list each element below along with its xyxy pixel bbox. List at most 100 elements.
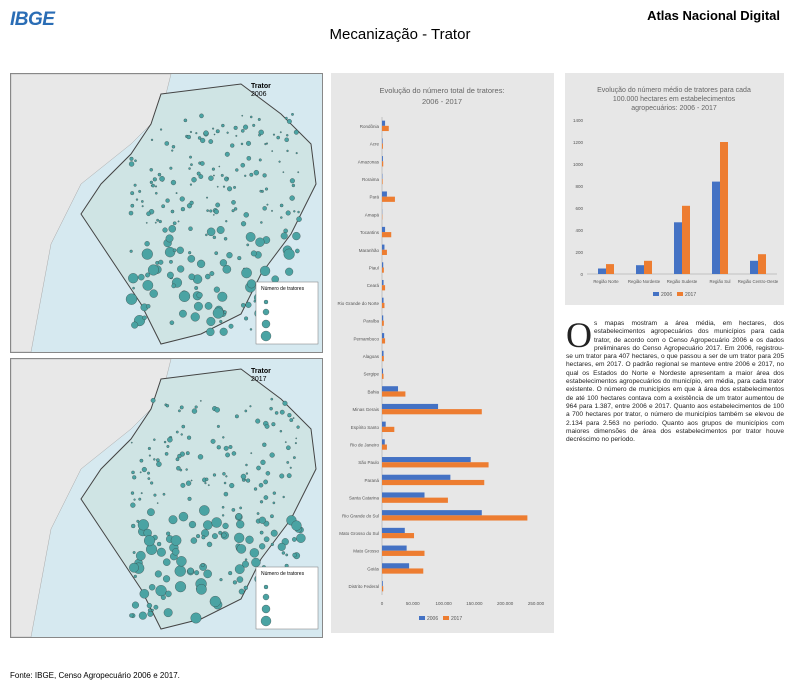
states-category-label: Rio Grande do Sul xyxy=(342,513,379,518)
municipality-marker xyxy=(175,192,178,194)
municipality-marker xyxy=(222,436,225,439)
bar-2017 xyxy=(382,143,383,149)
municipality-marker xyxy=(130,441,133,444)
municipality-marker xyxy=(265,142,268,145)
ibge-logo-text: IBGE xyxy=(10,9,55,30)
municipality-marker xyxy=(196,171,201,176)
municipality-marker xyxy=(258,158,262,162)
municipality-marker xyxy=(234,532,245,543)
municipality-marker xyxy=(293,210,296,213)
municipality-marker xyxy=(253,170,259,176)
municipality-marker xyxy=(147,610,154,617)
municipality-marker xyxy=(199,113,204,119)
municipality-marker xyxy=(234,564,245,574)
municipality-marker xyxy=(246,478,251,483)
bar-2006 xyxy=(382,368,384,374)
municipality-marker xyxy=(245,535,254,544)
municipality-marker xyxy=(175,430,179,434)
municipality-marker xyxy=(172,548,180,556)
bar-2006 xyxy=(382,421,386,427)
municipality-marker xyxy=(180,433,183,436)
municipality-marker xyxy=(270,514,274,519)
municipality-marker xyxy=(246,156,252,161)
municipality-marker xyxy=(172,248,177,253)
municipality-marker xyxy=(125,293,138,305)
municipality-marker xyxy=(244,409,248,413)
regions-y-tick: 1000 xyxy=(573,162,584,167)
bar-2006 xyxy=(382,527,405,534)
municipality-marker xyxy=(292,417,295,419)
municipality-marker xyxy=(262,173,267,178)
states-category-label: Alagoas xyxy=(363,354,380,359)
municipality-marker xyxy=(137,519,149,531)
bar-2017 xyxy=(382,444,387,450)
municipality-marker xyxy=(297,171,300,174)
municipality-marker xyxy=(291,183,296,188)
municipality-marker xyxy=(187,255,196,263)
map-2017-legend-title: Número de tratores xyxy=(261,571,305,577)
states-category-label: Rio Grande do Norte xyxy=(337,301,379,306)
drop-cap: O xyxy=(566,315,592,355)
municipality-marker xyxy=(185,480,192,486)
municipality-marker xyxy=(156,461,162,467)
municipality-marker xyxy=(226,131,229,134)
municipality-marker xyxy=(295,437,297,440)
municipality-marker xyxy=(191,408,198,414)
municipality-marker xyxy=(271,275,279,283)
municipality-marker xyxy=(189,155,192,159)
municipality-marker xyxy=(218,530,223,535)
municipality-marker xyxy=(258,133,261,137)
municipality-marker xyxy=(292,456,296,460)
municipality-marker xyxy=(270,542,274,546)
legend-swatch-2006 xyxy=(653,292,659,296)
municipality-marker xyxy=(132,475,137,480)
bar-2006 xyxy=(382,580,383,587)
municipality-marker xyxy=(129,156,134,161)
municipality-marker xyxy=(138,189,142,193)
municipality-marker xyxy=(212,473,217,477)
municipality-marker xyxy=(179,405,184,410)
municipality-marker xyxy=(296,425,300,429)
municipality-marker xyxy=(134,159,137,163)
bar-2006 xyxy=(598,268,606,274)
municipality-marker xyxy=(242,560,249,568)
municipality-marker xyxy=(271,150,274,152)
municipality-marker xyxy=(263,495,269,500)
municipality-marker xyxy=(188,520,197,529)
municipality-marker xyxy=(219,259,227,267)
bar-2006 xyxy=(382,492,425,498)
municipality-marker xyxy=(256,512,260,515)
municipality-marker xyxy=(139,589,150,599)
municipality-marker xyxy=(223,445,229,451)
municipality-marker xyxy=(223,237,228,241)
municipality-marker xyxy=(158,259,164,265)
municipality-marker xyxy=(196,534,201,539)
municipality-marker xyxy=(208,175,214,181)
municipality-marker xyxy=(168,515,178,525)
bar-2017 xyxy=(382,550,425,556)
municipality-marker xyxy=(149,168,153,172)
bar-2006 xyxy=(382,350,384,356)
municipality-marker xyxy=(279,203,284,208)
municipality-marker xyxy=(246,279,256,289)
municipality-marker xyxy=(214,407,220,413)
municipality-marker xyxy=(177,220,180,223)
municipality-marker xyxy=(185,468,188,471)
municipality-marker xyxy=(207,484,210,487)
municipality-marker xyxy=(177,265,185,273)
municipality-marker xyxy=(262,442,267,447)
states-category-label: Tocantins xyxy=(360,230,380,235)
regions-category-label: Região Sul xyxy=(709,279,730,284)
municipality-marker xyxy=(187,496,192,501)
municipality-marker xyxy=(188,251,192,255)
municipality-marker xyxy=(286,149,289,153)
municipality-marker xyxy=(146,211,151,217)
municipality-marker xyxy=(221,123,225,128)
municipality-marker xyxy=(258,516,266,524)
municipality-marker xyxy=(189,183,193,186)
bar-2017 xyxy=(382,285,386,291)
states-category-label: Distrito Federal xyxy=(348,584,379,589)
municipality-marker xyxy=(163,575,171,583)
municipality-marker xyxy=(135,198,139,201)
municipality-marker xyxy=(287,413,292,418)
